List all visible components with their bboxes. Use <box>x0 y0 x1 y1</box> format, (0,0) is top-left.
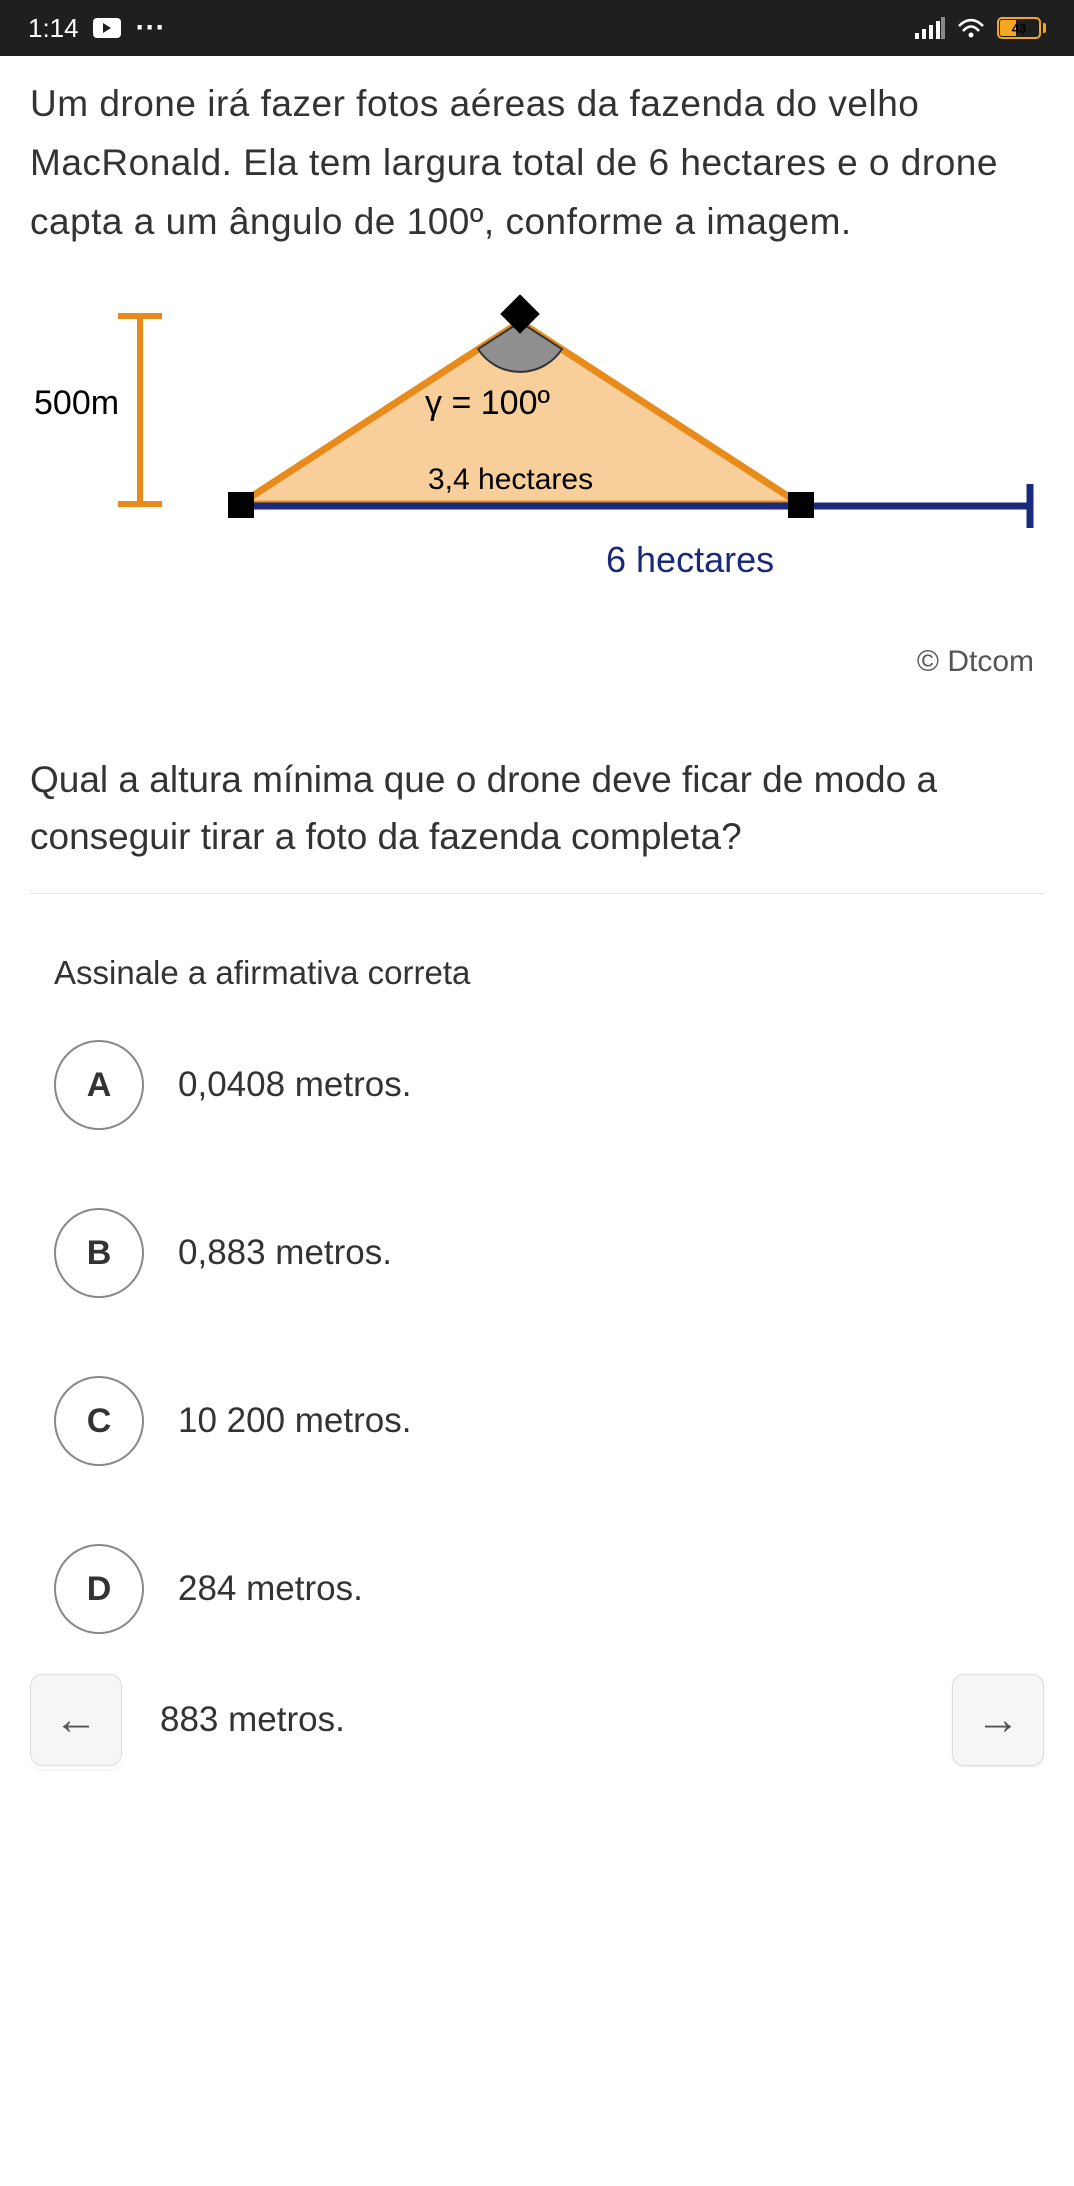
battery-pct: 43 <box>1012 21 1026 36</box>
youtube-icon <box>93 18 121 38</box>
battery-icon: 43 <box>997 17 1046 39</box>
last-option-wrap[interactable]: 883 metros. <box>122 1700 952 1740</box>
left-marker <box>228 492 254 518</box>
option-d[interactable]: D 284 metros. <box>54 1544 1044 1634</box>
option-letter: B <box>54 1208 144 1298</box>
option-a[interactable]: A 0,0408 metros. <box>54 1040 1044 1130</box>
option-b[interactable]: B 0,883 metros. <box>54 1208 1044 1298</box>
divider <box>30 893 1044 894</box>
option-text: 284 metros. <box>178 1569 363 1609</box>
next-button[interactable]: → <box>952 1674 1044 1766</box>
option-text: 0,0408 metros. <box>178 1065 411 1105</box>
inner-label: 3,4 hectares <box>428 463 593 496</box>
option-c[interactable]: C 10 200 metros. <box>54 1376 1044 1466</box>
question-paragraph-1: Um drone irá fazer fotos aéreas da fazen… <box>30 74 1044 252</box>
base-label: 6 hectares <box>606 539 774 580</box>
option-letter: A <box>54 1040 144 1130</box>
option-text: 0,883 metros. <box>178 1233 392 1273</box>
arrow-left-icon: ← <box>54 1695 98 1745</box>
clock: 1:14 <box>28 13 79 44</box>
option-text: 883 metros. <box>160 1700 345 1740</box>
nav-row: ← 883 metros. → <box>0 1674 1074 1790</box>
status-right: 43 <box>915 16 1046 40</box>
angle-label: γ = 100º <box>425 384 550 422</box>
triangle-diagram: 500m γ = 100º 3,4 hectares 6 hectares <box>30 294 1044 614</box>
copyright: © Dtcom <box>30 645 1044 679</box>
question-paragraph-2: Qual a altura mínima que o drone deve fi… <box>30 751 1044 866</box>
right-marker <box>788 492 814 518</box>
prev-button[interactable]: ← <box>30 1674 122 1766</box>
instruction: Assinale a afirmativa correta <box>54 954 1044 992</box>
status-left: 1:14 ⋯ <box>28 13 167 44</box>
wifi-icon <box>955 16 987 40</box>
option-text: 10 200 metros. <box>178 1401 411 1441</box>
option-letter: D <box>54 1544 144 1634</box>
signal-icon <box>915 17 945 39</box>
options-list: A 0,0408 metros. B 0,883 metros. C 10 20… <box>54 1040 1044 1634</box>
question-content: Um drone irá fazer fotos aéreas da fazen… <box>0 56 1074 1634</box>
status-bar: 1:14 ⋯ 43 <box>0 0 1074 56</box>
option-letter: C <box>54 1376 144 1466</box>
arrow-right-icon: → <box>976 1695 1020 1745</box>
diagram: 500m γ = 100º 3,4 hectares 6 hectares <box>30 294 1044 619</box>
height-label: 500m <box>34 384 119 422</box>
